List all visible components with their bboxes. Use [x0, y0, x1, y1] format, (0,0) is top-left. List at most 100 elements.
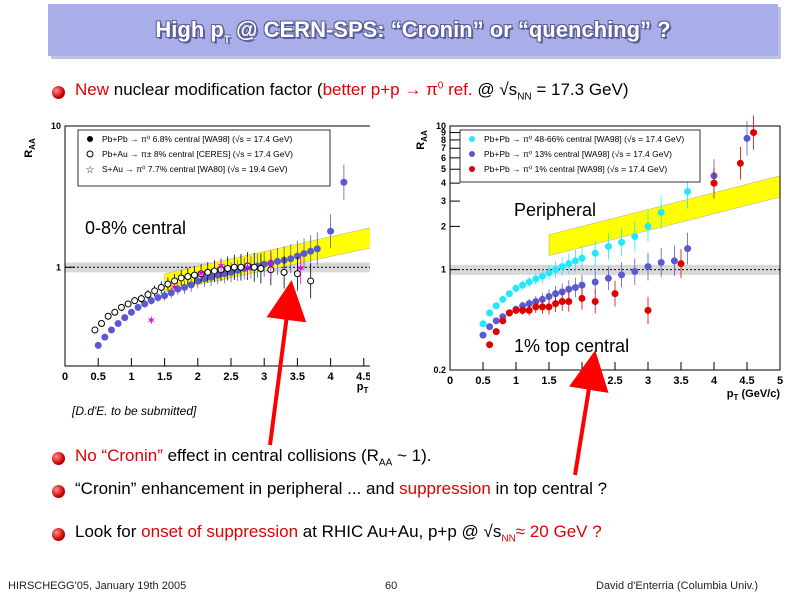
x-tick-label: 0 — [447, 375, 453, 387]
data-point — [486, 323, 494, 331]
legend-entry: Pb+Pb → π⁰ 1% central [WA98] (√s = 17.4 … — [484, 164, 667, 174]
title-bar: High pT @ CERN-SPS: “Cronin” or “quenchi… — [48, 4, 778, 56]
x-tick-label: 4.5 — [739, 375, 754, 387]
data-point — [117, 303, 125, 311]
data-point — [525, 306, 533, 314]
data-point — [307, 277, 315, 285]
legend-marker — [469, 151, 475, 157]
data-point — [505, 290, 513, 298]
data-point — [144, 291, 152, 299]
bullet-icon — [52, 485, 65, 498]
data-point — [644, 306, 652, 314]
data-point: ✶ — [296, 262, 306, 276]
data-point — [578, 254, 586, 262]
data-point: ✶ — [243, 260, 253, 274]
data-point — [134, 303, 142, 311]
data-point — [538, 272, 546, 280]
y-tick-label: 10 — [436, 121, 446, 131]
x-axis-label: pT (GeV/c) — [357, 381, 370, 395]
data-point — [184, 273, 192, 281]
data-point — [571, 284, 579, 292]
data-point — [591, 297, 599, 305]
data-point — [101, 333, 109, 341]
data-point — [327, 227, 335, 235]
data-point — [204, 268, 212, 276]
x-tick-label: 3.5 — [290, 371, 305, 383]
x-tick-label: 4.5 — [356, 371, 370, 383]
data-point — [552, 300, 560, 308]
data-point — [505, 309, 513, 317]
data-point — [565, 285, 573, 293]
data-point — [280, 268, 288, 276]
data-point: ✶ — [216, 259, 226, 273]
data-point — [190, 271, 198, 279]
data-point — [743, 134, 751, 142]
data-point — [300, 250, 308, 258]
legend-entry: S+Au → π⁰ 7.7% central [WA80] (√s = 19.4… — [102, 164, 288, 174]
legend-marker — [469, 136, 475, 142]
data-point — [525, 278, 533, 286]
footer-left: HIRSCHEGG'05, January 19th 2005 — [8, 580, 187, 592]
x-tick-label: 4 — [328, 371, 335, 383]
data-point — [307, 247, 315, 255]
data-point — [273, 257, 281, 265]
data-point — [532, 303, 540, 311]
data-point — [644, 222, 652, 230]
y-tick-label: 8 — [441, 135, 446, 145]
data-point — [486, 341, 494, 349]
bullet-icon — [52, 528, 65, 541]
data-point — [154, 294, 162, 302]
data-point — [604, 242, 612, 250]
legend-marker — [469, 166, 475, 172]
data-point — [591, 278, 599, 286]
annotation-top-central: 1% top central — [514, 336, 629, 356]
data-point — [525, 300, 533, 308]
chart-right: 0 0.5 1 1.5 2 2.5 3 3.5 4 4.5 50.212345678910Pb+Pb… — [415, 115, 783, 402]
data-point — [631, 233, 639, 241]
data-point — [565, 297, 573, 305]
data-point — [250, 263, 258, 271]
data-point — [618, 238, 626, 246]
y-tick-label: 10 — [51, 121, 61, 131]
data-point — [670, 257, 678, 265]
data-point — [157, 283, 165, 291]
y-axis-label: RAA — [415, 130, 429, 150]
y-tick-label: 0.2 — [433, 365, 446, 375]
data-point — [177, 274, 185, 282]
legend-entry: Pb+Pb → π⁰ 13% central [WA98] (√s = 17.4… — [484, 149, 672, 159]
data-point — [171, 277, 179, 285]
data-point — [750, 129, 758, 137]
y-axis-label: RAA — [23, 138, 37, 158]
data-point — [340, 178, 348, 186]
x-tick-label: 1 — [513, 375, 519, 387]
citation-note: [D.d'E. to be submitted] — [72, 404, 197, 418]
data-point — [532, 275, 540, 283]
data-point — [492, 302, 500, 310]
legend-entry: Pb+Pb → π⁰ 48-66% central [WA98] (√s = 1… — [484, 134, 684, 144]
bullet-line-1: New nuclear modification factor (better … — [75, 80, 629, 103]
data-point — [538, 303, 546, 311]
data-point — [677, 260, 685, 268]
y-tick-label: 5 — [441, 164, 446, 174]
y-tick-label: 9 — [441, 128, 446, 138]
legend-entry: Pb+Pb → π⁰ 6.8% central [WA98] (√s = 17.… — [102, 134, 292, 144]
data-point — [313, 245, 321, 253]
data-point — [479, 320, 487, 328]
bullet-line-4: Look for onset of suppression at RHIC Au… — [75, 522, 602, 545]
data-point — [604, 274, 612, 282]
y-tick-label: 2 — [441, 221, 446, 231]
legend-box — [77, 129, 331, 187]
data-point — [224, 265, 232, 273]
data-point — [578, 294, 586, 302]
data-point — [141, 300, 149, 308]
y-tick-label: 4 — [441, 178, 446, 188]
legend-box — [459, 129, 701, 183]
data-point — [571, 257, 579, 265]
data-point — [657, 259, 665, 267]
x-tick-label: 4 — [711, 375, 718, 387]
data-point — [91, 326, 99, 334]
bullet-line-2: No “Cronin” effect in central collisions… — [75, 446, 432, 469]
data-point — [131, 297, 139, 305]
x-tick-label: 1.5 — [541, 375, 556, 387]
footer-page-number: 60 — [385, 580, 398, 592]
